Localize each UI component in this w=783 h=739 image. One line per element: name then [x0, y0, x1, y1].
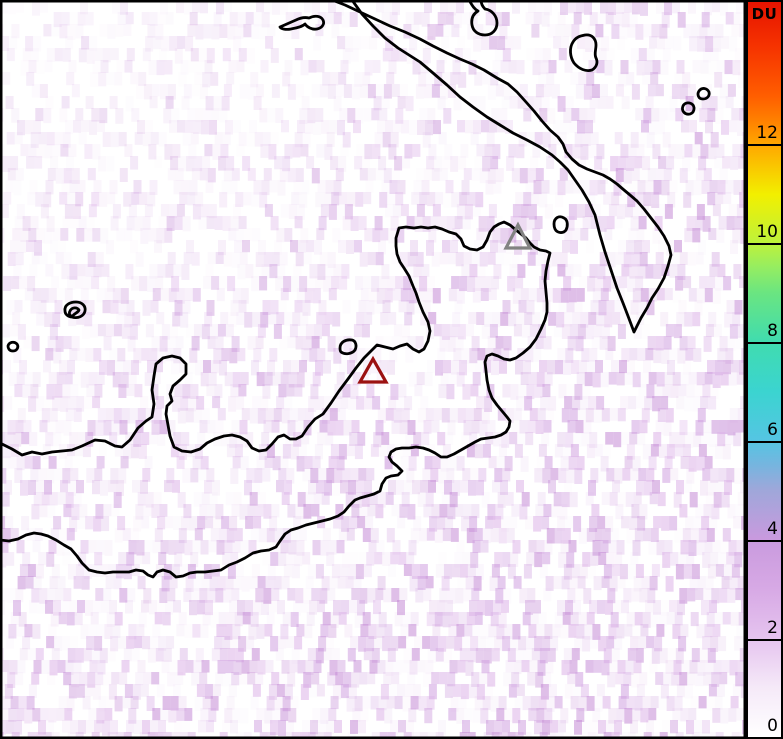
colorbar-tick-8: [748, 342, 781, 344]
coast-mainland-south-and-peninsula: [0, 220, 552, 579]
colorbar-tick-label: 2: [767, 618, 778, 638]
colorbar: DU 12 10 8 6 4 2 0: [746, 0, 783, 739]
volcano-marker-layer: [357, 221, 533, 384]
map-frame: [0, 0, 746, 739]
island-flat-west: [278, 14, 326, 31]
noise-speckle-layer: [0, 0, 746, 739]
islet-far-west: [6, 340, 20, 353]
colorbar-gradient: [748, 2, 781, 737]
island-curl-west: [63, 300, 87, 320]
island-north-neck: [467, 0, 499, 37]
coastline-layer: [0, 0, 711, 579]
colorbar-tick-0: [748, 737, 781, 739]
islet-northeast-b: [696, 87, 711, 101]
colorbar-tick-label: 4: [767, 519, 778, 539]
colorbar-tick-label: 8: [767, 321, 778, 341]
colorbar-tick-label: 12: [756, 123, 778, 143]
colorbar-tick-label: 6: [767, 420, 778, 440]
volcano-marker-gray: [503, 221, 533, 250]
coast-long-island-northeast: [330, 0, 673, 334]
colorbar-tick-12: [748, 144, 781, 146]
island-near-red-volcano: [338, 338, 358, 356]
colorbar-tick-label: 10: [756, 222, 778, 242]
map-svg: [0, 0, 746, 739]
colorbar-unit-label: DU: [751, 5, 778, 23]
colorbar-tick-4: [748, 540, 781, 542]
colorbar-tick-2: [748, 639, 781, 641]
colorbar-tick-label: 0: [767, 716, 778, 736]
island-north-round: [569, 33, 599, 72]
colorbar-tick-10: [748, 243, 781, 245]
island-between-channels: [552, 215, 569, 234]
colorbar-tick-6: [748, 441, 781, 443]
map-area: [0, 0, 746, 739]
islet-northeast-a: [681, 101, 696, 116]
volcano-marker-dark-red: [357, 355, 389, 384]
